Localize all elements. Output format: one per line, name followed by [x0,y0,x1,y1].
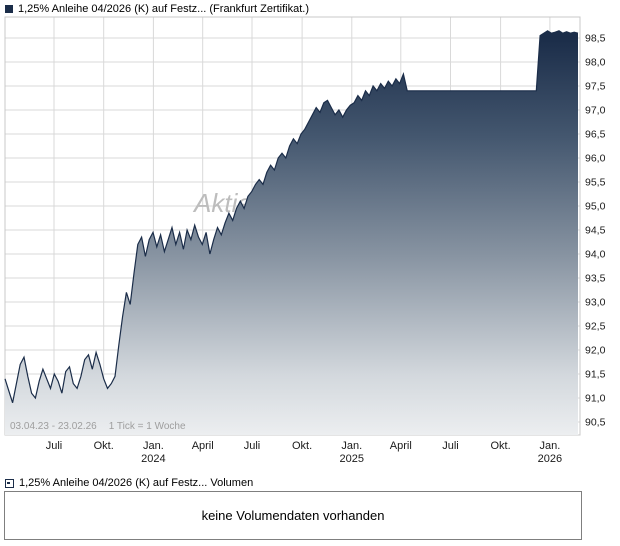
chart-legend: 1,25% Anleihe 04/2026 (K) auf Festz... (… [5,3,309,15]
date-range-label: 03.04.23 - 23.02.26 1 Tick = 1 Woche [10,421,186,432]
volume-empty-message: keine Volumendaten vorhanden [201,508,385,523]
x-axis-label: Okt. [292,440,312,452]
volume-empty-box: keine Volumendaten vorhanden [4,491,582,540]
price-area [5,30,578,436]
x-axis-label: Jan. [341,440,362,452]
y-axis-label: 98,5 [585,33,606,45]
volume-bar-icon [7,481,10,484]
x-axis-label: Juli [46,440,63,452]
y-axis-label: 97,0 [585,105,606,117]
y-axis-label: 95,5 [585,177,606,189]
y-axis-label: 92,5 [585,321,606,333]
y-axis-label: 93,5 [585,273,606,285]
chart-title: 1,25% Anleihe 04/2026 (K) auf Festz... (… [18,3,310,15]
volume-title: 1,25% Anleihe 04/2026 (K) auf Festz... V… [19,477,254,489]
x-axis-year-label: 2025 [340,453,364,465]
series-legend-marker[interactable] [5,5,13,13]
price-line [4,30,579,403]
price-chart[interactable]: Aktiencheck90,591,091,592,092,593,093,59… [0,16,620,476]
y-axis-label: 94,5 [585,225,606,237]
x-axis-label: April [390,440,412,452]
y-axis-label: 90,5 [585,417,606,429]
y-axis-label: 92,0 [585,345,606,357]
volume-legend-marker[interactable] [5,478,14,488]
x-axis-label: Okt. [94,440,114,452]
y-axis-label: 94,0 [585,249,606,261]
x-axis-label: Juli [442,440,459,452]
y-axis-label: 97,5 [585,81,606,93]
y-axis-label: 91,0 [585,393,606,405]
y-axis-label: 93,0 [585,297,606,309]
y-axis-label: 91,5 [585,369,606,381]
x-axis-year-label: 2026 [538,453,562,465]
y-axis-label: 98,0 [585,57,606,69]
x-axis-label: Okt. [491,440,511,452]
x-axis-label: Juli [244,440,261,452]
y-axis-label: 95,0 [585,201,606,213]
x-axis-label: Jan. [143,440,164,452]
y-axis-label: 96,0 [585,153,606,165]
volume-legend: 1,25% Anleihe 04/2026 (K) auf Festz... V… [5,477,253,489]
x-axis-year-label: 2024 [141,453,165,465]
x-axis-label: April [192,440,214,452]
y-axis-label: 96,5 [585,129,606,141]
x-axis-label: Jan. [540,440,561,452]
